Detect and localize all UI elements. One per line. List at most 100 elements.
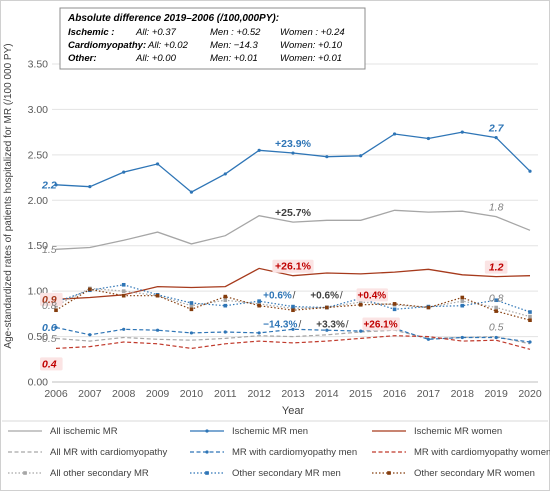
data-point bbox=[460, 303, 465, 308]
data-point bbox=[189, 190, 194, 194]
value-annotation: 1.2 bbox=[489, 262, 504, 274]
data-point bbox=[528, 340, 532, 344]
info-row-all: All: +0.02 bbox=[147, 40, 189, 51]
data-point bbox=[189, 307, 194, 312]
value-annotation: 0.8 bbox=[489, 292, 504, 304]
data-point bbox=[359, 329, 363, 333]
legend-label: MR with cardiomyopathy men bbox=[232, 447, 357, 458]
legend-item: MR with cardiomyopathy men bbox=[190, 447, 357, 458]
value-annotation: 2.7 bbox=[488, 123, 505, 135]
legend: All ischemic MR Ischemic MR men Ischemic M… bbox=[8, 426, 550, 479]
percent-change-label: +0.6% bbox=[263, 290, 292, 301]
value-annotation: 1.8 bbox=[489, 202, 504, 214]
data-point bbox=[155, 328, 160, 332]
value-annotation: 0.5 bbox=[42, 333, 57, 345]
x-tick-label: 2006 bbox=[44, 388, 68, 400]
legend-item: All MR with cardiomyopathy bbox=[8, 447, 167, 458]
data-point bbox=[460, 335, 464, 340]
value-annotation: 0.6 bbox=[42, 322, 57, 334]
data-point bbox=[460, 130, 464, 134]
data-point bbox=[392, 302, 397, 306]
data-point bbox=[189, 303, 194, 308]
data-point bbox=[426, 136, 431, 141]
data-point bbox=[257, 331, 261, 335]
series-8 bbox=[54, 287, 532, 323]
percent-change-label: / bbox=[299, 319, 302, 330]
data-point bbox=[257, 302, 261, 306]
percent-change-label: +3.3% bbox=[316, 319, 345, 330]
data-point bbox=[494, 335, 498, 340]
info-box-title: Absolute difference 2019–2006 (/100,000P… bbox=[67, 13, 279, 24]
value-annotation: 0.4 bbox=[42, 358, 57, 370]
series-1 bbox=[54, 130, 532, 194]
data-point bbox=[359, 154, 363, 158]
annotation-highlight bbox=[272, 259, 314, 273]
data-point bbox=[426, 337, 431, 341]
series-line bbox=[55, 335, 531, 350]
value-annotation: +25.7% bbox=[275, 207, 312, 219]
data-point bbox=[257, 303, 261, 308]
info-row-women: Women: +0.01 bbox=[280, 53, 342, 64]
y-tick-label: 0.00 bbox=[28, 377, 49, 389]
series-lines bbox=[54, 130, 532, 350]
legend-label: Other secondary MR men bbox=[232, 468, 341, 479]
data-point bbox=[291, 304, 295, 309]
x-tick-label: 2008 bbox=[112, 388, 136, 400]
percent-change-label: −14.3% bbox=[263, 319, 297, 330]
legend-label: All MR with cardiomyopathy bbox=[50, 447, 167, 458]
annotations: 2.2 2.7 +23.9% 1.5 1.8 +25.7% 0.9 1.2 +26.1% 0.8 0… bbox=[40, 123, 508, 371]
x-tick-label: 2013 bbox=[281, 388, 305, 400]
data-point bbox=[122, 170, 126, 174]
y-tick-label: 2.00 bbox=[28, 195, 49, 207]
data-point bbox=[291, 306, 295, 311]
x-tick-label: 2015 bbox=[349, 388, 373, 400]
info-row-men: Men: +0.01 bbox=[210, 53, 258, 64]
legend-marker bbox=[205, 471, 209, 475]
x-tick-label: 2014 bbox=[315, 388, 339, 400]
data-point bbox=[528, 314, 532, 319]
data-point bbox=[291, 151, 295, 155]
data-point bbox=[494, 298, 498, 303]
info-row-all: All: +0.00 bbox=[135, 53, 177, 64]
legend-marker bbox=[387, 471, 391, 475]
info-box: Absolute difference 2019–2006 (/100,000P… bbox=[59, 7, 366, 70]
data-point bbox=[528, 169, 532, 173]
data-point bbox=[291, 327, 295, 331]
legend-item: Other secondary MR men bbox=[190, 468, 341, 479]
legend-marker bbox=[23, 471, 27, 475]
series-5 bbox=[55, 335, 531, 350]
data-point bbox=[54, 308, 58, 313]
data-point bbox=[392, 307, 397, 312]
percent-change-label: +0.4% bbox=[358, 290, 387, 301]
data-point bbox=[155, 293, 160, 298]
value-annotation: +26.1% bbox=[275, 261, 312, 273]
legend-item: MR with cardiomyopathy women bbox=[372, 447, 550, 458]
percent-change-label: / bbox=[346, 319, 349, 330]
percent-change-label: / bbox=[340, 290, 343, 301]
x-tick-label: 2011 bbox=[214, 388, 237, 400]
data-point bbox=[223, 298, 228, 303]
data-point bbox=[358, 302, 363, 307]
x-tick-label: 2018 bbox=[451, 388, 475, 400]
series-line bbox=[55, 267, 531, 300]
data-point bbox=[325, 305, 329, 310]
legend-label: Other secondary MR women bbox=[414, 468, 535, 479]
info-row-men: Men: −14.3 bbox=[210, 40, 259, 51]
x-tick-label: 2009 bbox=[146, 388, 170, 400]
series-line bbox=[55, 326, 531, 343]
x-tick-label: 2012 bbox=[247, 388, 271, 400]
data-point bbox=[121, 289, 126, 293]
legend-marker bbox=[205, 429, 209, 433]
series-0 bbox=[55, 209, 531, 250]
series-2 bbox=[55, 267, 531, 300]
data-point bbox=[528, 310, 532, 314]
data-point bbox=[223, 303, 228, 308]
y-tick-label: 2.50 bbox=[28, 149, 49, 161]
legend-marker bbox=[205, 450, 209, 454]
data-point bbox=[325, 155, 329, 159]
value-annotation: 0.8 bbox=[42, 300, 57, 312]
data-point bbox=[88, 333, 92, 337]
y-axis-ticks: 0.000.501.001.502.002.503.003.50 bbox=[28, 59, 49, 389]
y-tick-label: 3.50 bbox=[28, 59, 49, 71]
